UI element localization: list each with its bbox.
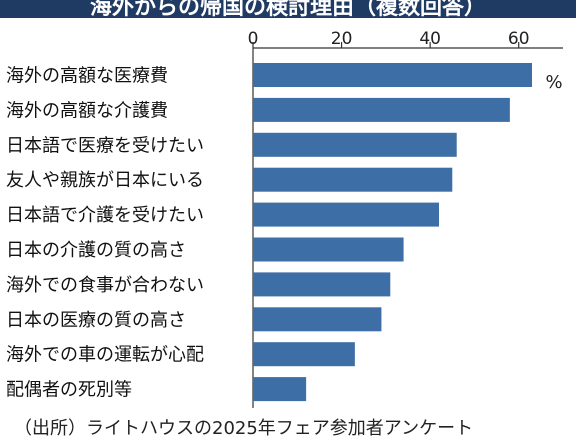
source-note: （出所）ライトハウスの2025年フェア参加者アンケート (14, 418, 474, 439)
bar (253, 63, 532, 87)
category-label: 海外の高額な医療費 (6, 66, 168, 87)
bar (253, 237, 404, 262)
category-label: 日本語で医療を受けたい (6, 135, 204, 156)
bar (253, 167, 453, 192)
bar (253, 307, 382, 332)
x-tick-label: 0 (248, 29, 259, 49)
chart-title: 海外からの帰国の検討理由（複数回答） (89, 0, 486, 18)
category-label: 海外の高額な介護費 (6, 100, 168, 121)
bar (253, 132, 457, 157)
title-bar: 海外からの帰国の検討理由（複数回答） (0, 0, 576, 18)
category-label: 日本の介護の質の高さ (6, 240, 186, 261)
bar (253, 377, 307, 402)
bar (253, 97, 510, 122)
category-label: 友人や親族が日本にいる (6, 170, 204, 191)
x-tick-label: 20 (331, 29, 353, 49)
bar (253, 202, 439, 227)
bar-chart: 0 20 40 60 海外の高額な医療費海外の高額な介護費日本語で医療を受けたい友人や… (6, 29, 563, 408)
x-tick-label: 60 (508, 29, 530, 49)
category-label: 海外での車の運転が心配 (6, 345, 204, 366)
bar (253, 272, 391, 297)
category-label: 日本の医療の質の高さ (6, 310, 186, 331)
category-label: 日本語で介護を受けたい (6, 205, 204, 226)
category-label: 海外での食事が合わない (6, 275, 204, 296)
bar (253, 342, 355, 367)
unit-label: % (545, 72, 562, 93)
category-label: 配偶者の死別等 (6, 380, 132, 401)
x-tick-label: 40 (419, 29, 441, 49)
